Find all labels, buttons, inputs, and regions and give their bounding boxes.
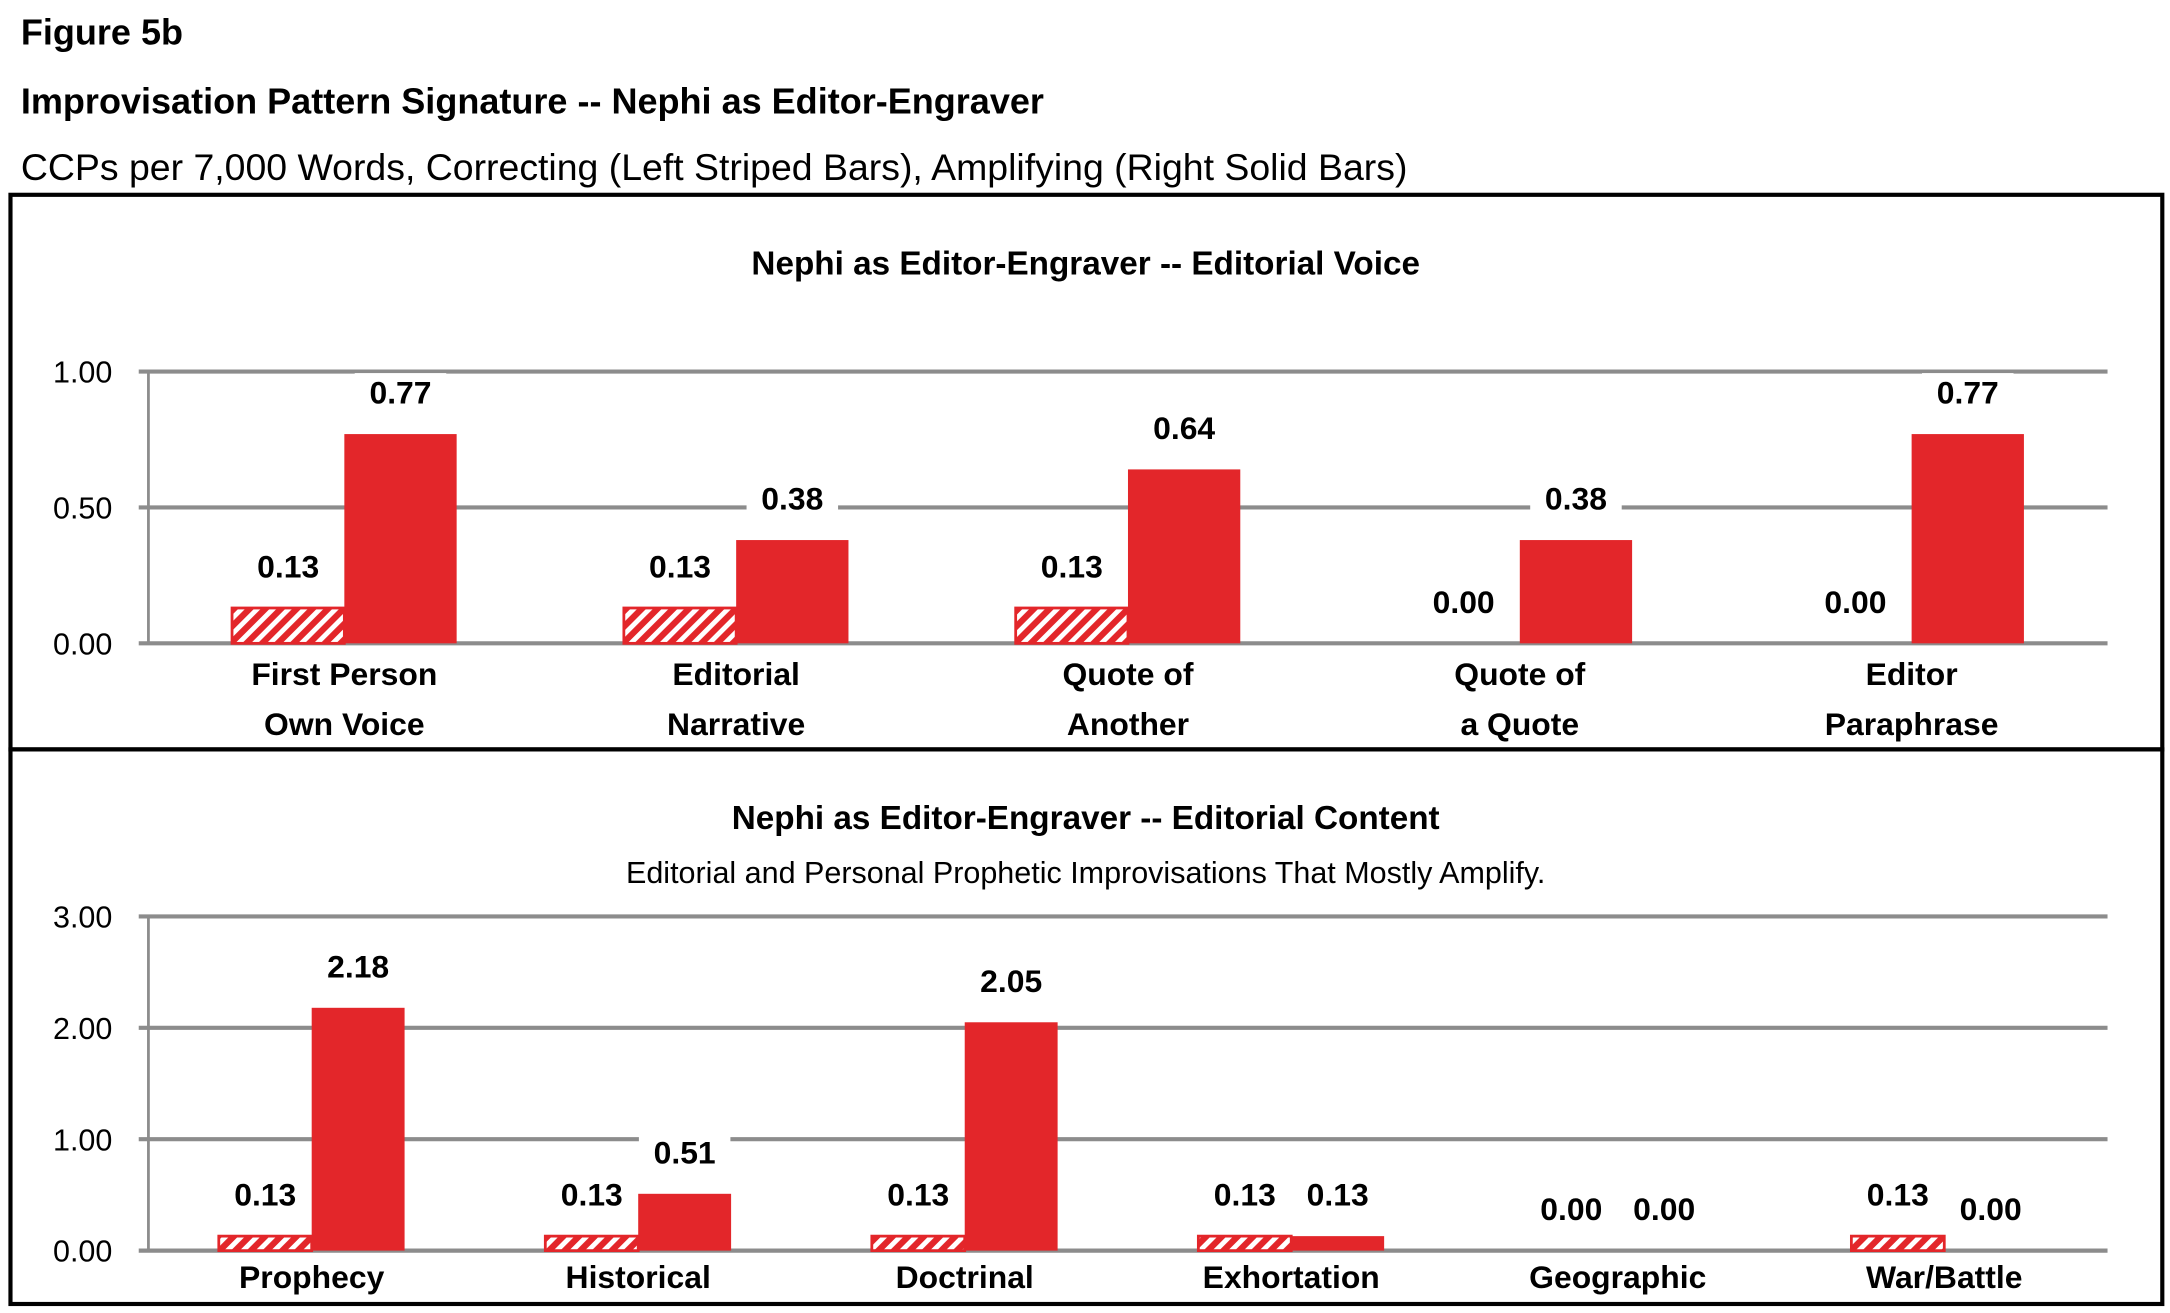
data-label-bg [1530, 479, 1622, 521]
y-tick-label: 1.00 [53, 1123, 112, 1157]
y-tick-label: 2.00 [53, 1012, 112, 1046]
data-label-bg [1618, 1189, 1710, 1232]
category-label: Exhortation [1203, 1259, 1380, 1295]
bar-correcting [1849, 1234, 1946, 1252]
data-label: 2.18 [327, 948, 389, 984]
data-label-bg [634, 546, 726, 589]
category-label: Geographic [1529, 1259, 1706, 1295]
category-label: Historical [566, 1259, 711, 1295]
data-label: 0.13 [887, 1177, 949, 1213]
data-label: 0.13 [1867, 1177, 1929, 1213]
bar-correcting [230, 606, 346, 645]
data-label: 0.00 [1633, 1191, 1695, 1227]
bar-correcting [217, 1234, 314, 1252]
data-label: 0.38 [761, 481, 823, 517]
data-label-bg [1199, 1175, 1291, 1217]
data-label: 0.00 [1433, 584, 1495, 620]
data-label-bg [219, 1175, 311, 1217]
category-label: Own Voice [264, 706, 425, 742]
bar-amplifying [964, 1022, 1058, 1251]
chart-editorial-voice: Nephi as Editor-Engraver -- Editorial Vo… [53, 246, 2108, 742]
data-label-bg [1922, 373, 2014, 415]
data-label-bg [1026, 546, 1118, 589]
data-label-bg [1417, 582, 1510, 624]
bar-amplifying [736, 540, 849, 644]
category-label: War/Battle [1866, 1259, 2022, 1295]
chart-subtitle: Editorial and Personal Prophetic Improvi… [626, 856, 1545, 890]
data-label: 0.00 [1960, 1191, 2022, 1227]
y-tick-label: 1.00 [53, 356, 112, 390]
data-label: 0.64 [1153, 410, 1215, 446]
data-label-bg [1291, 1175, 1384, 1217]
category-label: Editor [1866, 656, 1958, 692]
bar-correcting [1014, 606, 1130, 645]
bar-correcting [543, 1234, 640, 1252]
bar-correcting [870, 1234, 967, 1252]
data-label: 0.13 [649, 548, 711, 584]
figure-subtitle: CCPs per 7,000 Words, Correcting (Left S… [21, 146, 1408, 188]
chart-title: Nephi as Editor-Engraver -- Editorial Vo… [751, 246, 1420, 283]
category-label: Quote of [1062, 656, 1193, 692]
category-label: Another [1067, 706, 1189, 742]
figure-title: Improvisation Pattern Signature -- Nephi… [21, 81, 1044, 122]
data-label-bg [1944, 1189, 2037, 1232]
category-label: Doctrinal [896, 1259, 1034, 1295]
chart-title: Nephi as Editor-Engraver -- Editorial Co… [732, 800, 1440, 837]
data-label: 0.13 [561, 1177, 623, 1213]
data-label: 0.77 [369, 375, 431, 411]
data-label-bg [872, 1175, 965, 1217]
data-label-bg [1525, 1189, 1618, 1232]
y-tick-label: 0.00 [53, 627, 112, 661]
data-label: 0.38 [1545, 481, 1607, 517]
bar-amplifying [1127, 469, 1241, 644]
data-label: 0.13 [257, 548, 319, 584]
category-label: Narrative [667, 706, 805, 742]
data-label: 0.13 [1307, 1177, 1369, 1213]
data-label-bg [242, 546, 334, 589]
category-label: a Quote [1460, 706, 1579, 742]
figure-label: Figure 5b [21, 11, 183, 52]
chart-frame-bottom [8, 747, 2165, 1307]
data-label: 2.05 [980, 963, 1042, 999]
chart-editorial-content: Nephi as Editor-Engraver -- Editorial Co… [53, 800, 2108, 1295]
data-label-bg [1138, 408, 1230, 450]
data-label-bg [546, 1175, 638, 1217]
bar-correcting [622, 606, 738, 645]
data-label: 0.13 [234, 1177, 296, 1213]
category-label: Paraphrase [1825, 706, 1999, 742]
bar-amplifying [311, 1007, 405, 1251]
data-label: 0.00 [1540, 1191, 1602, 1227]
y-tick-label: 0.50 [53, 492, 112, 526]
bar-amplifying [344, 434, 457, 644]
data-label-bg [746, 479, 839, 521]
data-label-bg [1852, 1175, 1944, 1217]
bar-amplifying [1291, 1236, 1385, 1251]
bar-amplifying [638, 1193, 732, 1251]
category-label: Quote of [1454, 656, 1585, 692]
y-tick-label: 0.00 [53, 1235, 112, 1269]
data-label: 0.13 [1041, 548, 1103, 584]
category-label: First Person [251, 656, 437, 692]
category-label: Prophecy [239, 1259, 385, 1295]
data-label-bg [312, 946, 404, 989]
data-label: 0.00 [1824, 584, 1886, 620]
data-label-bg [354, 373, 447, 415]
bar-amplifying [1519, 540, 1633, 644]
bar-correcting [1196, 1234, 1293, 1252]
data-label: 0.51 [654, 1134, 716, 1170]
bar-amplifying [1911, 434, 2024, 644]
data-label-bg [965, 961, 1057, 1003]
y-tick-label: 3.00 [53, 901, 112, 935]
category-label: Editorial [672, 656, 800, 692]
data-label: 0.13 [1214, 1177, 1276, 1213]
data-label-bg [1809, 582, 1902, 624]
data-label: 0.77 [1937, 375, 1999, 411]
data-label-bg [638, 1132, 731, 1175]
